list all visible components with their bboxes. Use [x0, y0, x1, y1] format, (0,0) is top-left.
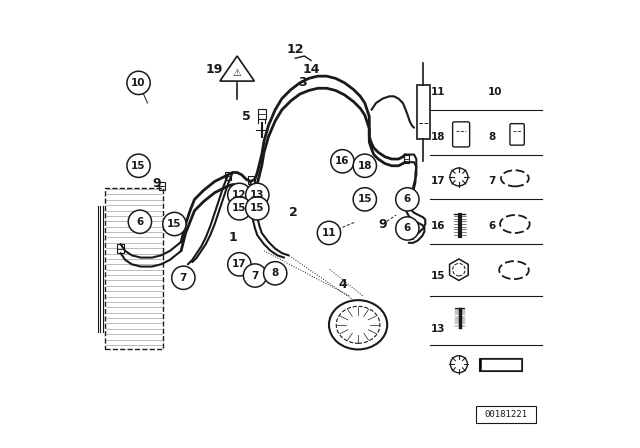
Text: 12: 12	[287, 43, 304, 56]
Text: 3: 3	[298, 76, 307, 90]
Circle shape	[172, 266, 195, 289]
Text: 15: 15	[131, 161, 146, 171]
Text: 13: 13	[431, 324, 445, 334]
Circle shape	[228, 253, 251, 276]
Text: 1: 1	[228, 231, 237, 244]
Bar	[479, 358, 522, 371]
Text: 11: 11	[322, 228, 336, 238]
Text: 11: 11	[431, 87, 445, 97]
Text: 6: 6	[488, 221, 495, 231]
Text: 9: 9	[378, 217, 387, 231]
Text: 9: 9	[152, 177, 161, 190]
Text: 16: 16	[335, 156, 349, 166]
Bar	[159, 182, 165, 190]
Text: 15: 15	[232, 203, 246, 213]
Circle shape	[228, 183, 251, 207]
Bar	[225, 172, 231, 180]
Bar	[403, 155, 410, 163]
Text: 18: 18	[431, 132, 445, 142]
Bar	[406, 231, 413, 239]
Text: 7: 7	[252, 271, 259, 280]
Text: 15: 15	[358, 194, 372, 204]
Bar	[258, 109, 266, 119]
Text: 7: 7	[488, 177, 495, 186]
Text: 5: 5	[242, 110, 250, 123]
Text: 16: 16	[431, 221, 445, 231]
Circle shape	[353, 154, 376, 177]
Text: 6: 6	[404, 224, 411, 233]
Circle shape	[396, 188, 419, 211]
Text: 17: 17	[431, 177, 445, 186]
Bar	[117, 244, 124, 253]
Circle shape	[228, 197, 251, 220]
Bar	[248, 176, 253, 184]
Text: 10: 10	[131, 78, 146, 88]
Text: 00181221: 00181221	[485, 410, 528, 419]
Circle shape	[317, 221, 340, 245]
Bar	[481, 359, 521, 370]
Text: 12: 12	[232, 190, 246, 200]
Circle shape	[127, 154, 150, 177]
Text: 15: 15	[167, 219, 182, 229]
Text: 4: 4	[338, 278, 347, 291]
Text: 8: 8	[488, 132, 495, 142]
Text: 17: 17	[232, 259, 246, 269]
Text: 7: 7	[180, 273, 187, 283]
Bar	[105, 188, 163, 349]
Text: 13: 13	[250, 190, 264, 200]
Circle shape	[163, 212, 186, 236]
Circle shape	[243, 264, 267, 287]
Circle shape	[264, 262, 287, 285]
Circle shape	[246, 197, 269, 220]
Text: 6: 6	[404, 194, 411, 204]
Bar	[476, 406, 536, 423]
Text: 6: 6	[136, 217, 143, 227]
Text: 15: 15	[250, 203, 264, 213]
Text: 8: 8	[271, 268, 279, 278]
Circle shape	[246, 183, 269, 207]
Text: 2: 2	[289, 206, 298, 220]
Circle shape	[331, 150, 354, 173]
Circle shape	[353, 188, 376, 211]
Circle shape	[128, 210, 152, 233]
Text: 18: 18	[358, 161, 372, 171]
Text: ⚠: ⚠	[233, 68, 241, 78]
Text: 14: 14	[302, 63, 320, 76]
Circle shape	[127, 71, 150, 95]
Circle shape	[396, 217, 419, 240]
Text: 15: 15	[431, 271, 445, 280]
Text: 10: 10	[488, 87, 502, 97]
Text: 19: 19	[206, 63, 223, 76]
